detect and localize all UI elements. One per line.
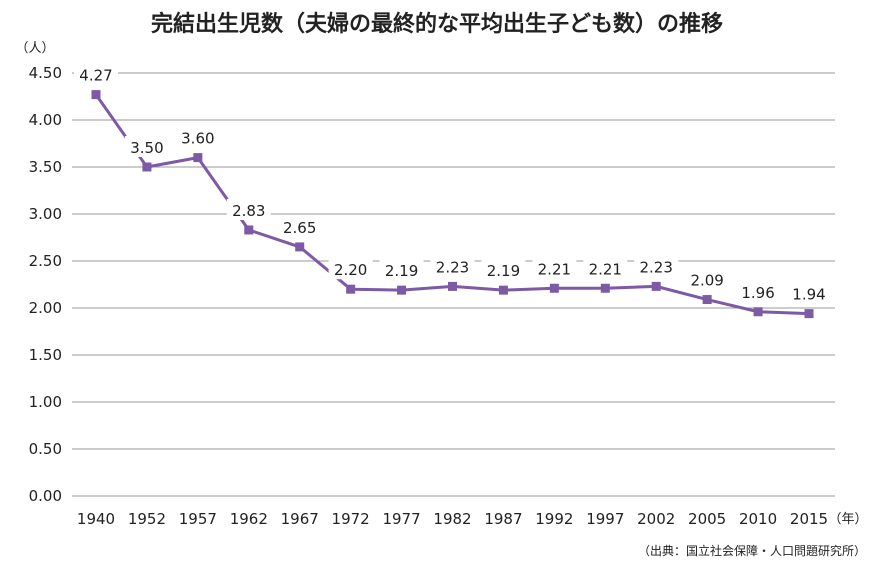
chart-title: 完結出生児数（夫婦の最終的な平均出生子ども数）の推移 (151, 11, 723, 37)
y-tick-label: 2.00 (29, 299, 62, 317)
y-axis-unit-label: （人） (15, 41, 54, 56)
data-label-background (634, 255, 679, 277)
y-tick-label: 3.50 (29, 158, 62, 176)
y-tick-label: 1.00 (29, 393, 62, 411)
y-tick-label: 1.50 (29, 346, 62, 364)
data-point-marker (651, 281, 661, 291)
data-point-marker (804, 309, 814, 319)
data-label-background (736, 280, 781, 302)
y-tick-label: 4.50 (29, 64, 62, 82)
y-tick-label: 0.00 (29, 487, 62, 505)
x-tick-label: 1997 (586, 510, 624, 528)
data-label: 2.19 (385, 262, 418, 280)
series-markers (91, 90, 814, 319)
data-label: 2.83 (232, 202, 265, 220)
x-tick-label: 1972 (332, 510, 370, 528)
x-tick-label: 1940 (77, 510, 115, 528)
data-label: 2.09 (690, 272, 723, 290)
x-tick-label: 1952 (128, 510, 166, 528)
data-point-marker (498, 285, 508, 295)
data-point-marker (702, 295, 712, 305)
x-tick-label: 2005 (688, 510, 726, 528)
data-label: 2.20 (334, 261, 367, 279)
data-label-background (124, 136, 169, 157)
data-label-background (430, 255, 475, 277)
x-tick-label: 1977 (382, 510, 420, 528)
x-tick-label: 2002 (637, 510, 675, 528)
data-label: 3.60 (181, 130, 214, 148)
data-label: 2.65 (283, 219, 316, 237)
y-tick-label: 4.00 (29, 111, 62, 129)
data-label-background (74, 63, 118, 85)
x-tick-label: 1982 (433, 510, 471, 528)
data-label: 3.50 (130, 139, 163, 157)
data-label: 2.19 (487, 262, 520, 280)
data-label: 2.23 (436, 258, 469, 276)
data-label: 1.96 (741, 284, 774, 302)
data-label-background (277, 215, 322, 237)
data-point-marker (448, 281, 457, 291)
data-label-background (175, 126, 220, 148)
data-label-background (685, 268, 730, 290)
data-label-background (532, 257, 577, 279)
data-label: 2.21 (538, 260, 571, 278)
data-point-marker (549, 283, 559, 293)
data-point-marker (91, 90, 101, 100)
data-point-marker (346, 284, 356, 294)
data-label: 4.27 (79, 67, 112, 85)
x-axis-unit-label: （年） (828, 512, 867, 527)
data-label-background (226, 198, 271, 220)
data-label-background (583, 257, 628, 279)
data-point-marker (600, 283, 610, 293)
y-axis: 0.00 0.50 1.00 1.50 2.00 2.50 3.00 3.50 4.00 4.50 (29, 64, 62, 505)
data-point-marker (244, 225, 254, 235)
data-label: 2.21 (589, 260, 622, 278)
source-note: （出典：国立社会保障・人口問題研究所） (638, 543, 866, 558)
x-tick-label: 2010 (739, 510, 777, 528)
data-label: 2.23 (640, 258, 673, 276)
data-point-marker (753, 307, 763, 317)
data-point-marker (193, 153, 203, 163)
x-axis: 1940 1952 1957 1962 1967 1972 1977 1982 1987 1992… (77, 510, 828, 528)
x-tick-label: 1967 (281, 510, 319, 528)
y-tick-label: 0.50 (29, 440, 62, 458)
data-label-background (379, 259, 424, 281)
y-tick-label: 2.50 (29, 252, 62, 270)
data-label: 1.94 (792, 286, 825, 304)
data-point-marker (295, 242, 305, 252)
x-tick-label: 2015 (790, 510, 828, 528)
y-tick-label: 3.00 (29, 205, 62, 223)
x-tick-label: 1962 (230, 510, 268, 528)
x-tick-label: 1957 (179, 510, 217, 528)
data-point-marker (142, 162, 152, 172)
data-labels: 4.27 3.50 3.60 2.83 2.65 2.20 2.19 2.23 2.19 2.21… (74, 63, 831, 304)
x-tick-label: 1992 (535, 510, 573, 528)
data-label-background (481, 259, 526, 281)
data-label-background (328, 258, 373, 280)
data-label-background (787, 282, 831, 304)
data-point-marker (397, 285, 407, 295)
x-tick-label: 1987 (484, 510, 522, 528)
